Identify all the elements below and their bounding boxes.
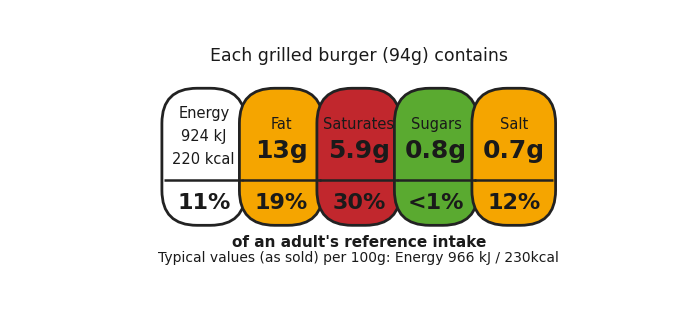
FancyBboxPatch shape bbox=[394, 88, 478, 225]
FancyBboxPatch shape bbox=[162, 88, 246, 225]
Text: 924 kJ: 924 kJ bbox=[181, 129, 227, 144]
Text: 220 kcal: 220 kcal bbox=[172, 152, 235, 167]
Text: 5.9g: 5.9g bbox=[328, 139, 390, 163]
FancyBboxPatch shape bbox=[472, 88, 556, 225]
Text: 0.8g: 0.8g bbox=[405, 139, 468, 163]
Text: Sugars: Sugars bbox=[411, 118, 462, 133]
Text: 11%: 11% bbox=[177, 193, 230, 213]
Text: Fat: Fat bbox=[270, 118, 292, 133]
Text: 19%: 19% bbox=[255, 193, 308, 213]
Text: 30%: 30% bbox=[332, 193, 386, 213]
Text: 13g: 13g bbox=[255, 139, 307, 163]
Text: Each grilled burger (94g) contains: Each grilled burger (94g) contains bbox=[210, 47, 508, 65]
Text: <1%: <1% bbox=[408, 193, 465, 213]
Text: 12%: 12% bbox=[487, 193, 540, 213]
FancyBboxPatch shape bbox=[239, 88, 323, 225]
Text: Typical values (as sold) per 100g: Energy 966 kJ / 230kcal: Typical values (as sold) per 100g: Energ… bbox=[158, 251, 559, 265]
FancyBboxPatch shape bbox=[317, 88, 400, 225]
Text: Saturates: Saturates bbox=[323, 118, 394, 133]
Text: 0.7g: 0.7g bbox=[483, 139, 545, 163]
Text: Energy: Energy bbox=[178, 106, 230, 121]
Text: of an adult's reference intake: of an adult's reference intake bbox=[232, 235, 486, 250]
Text: Salt: Salt bbox=[500, 118, 528, 133]
